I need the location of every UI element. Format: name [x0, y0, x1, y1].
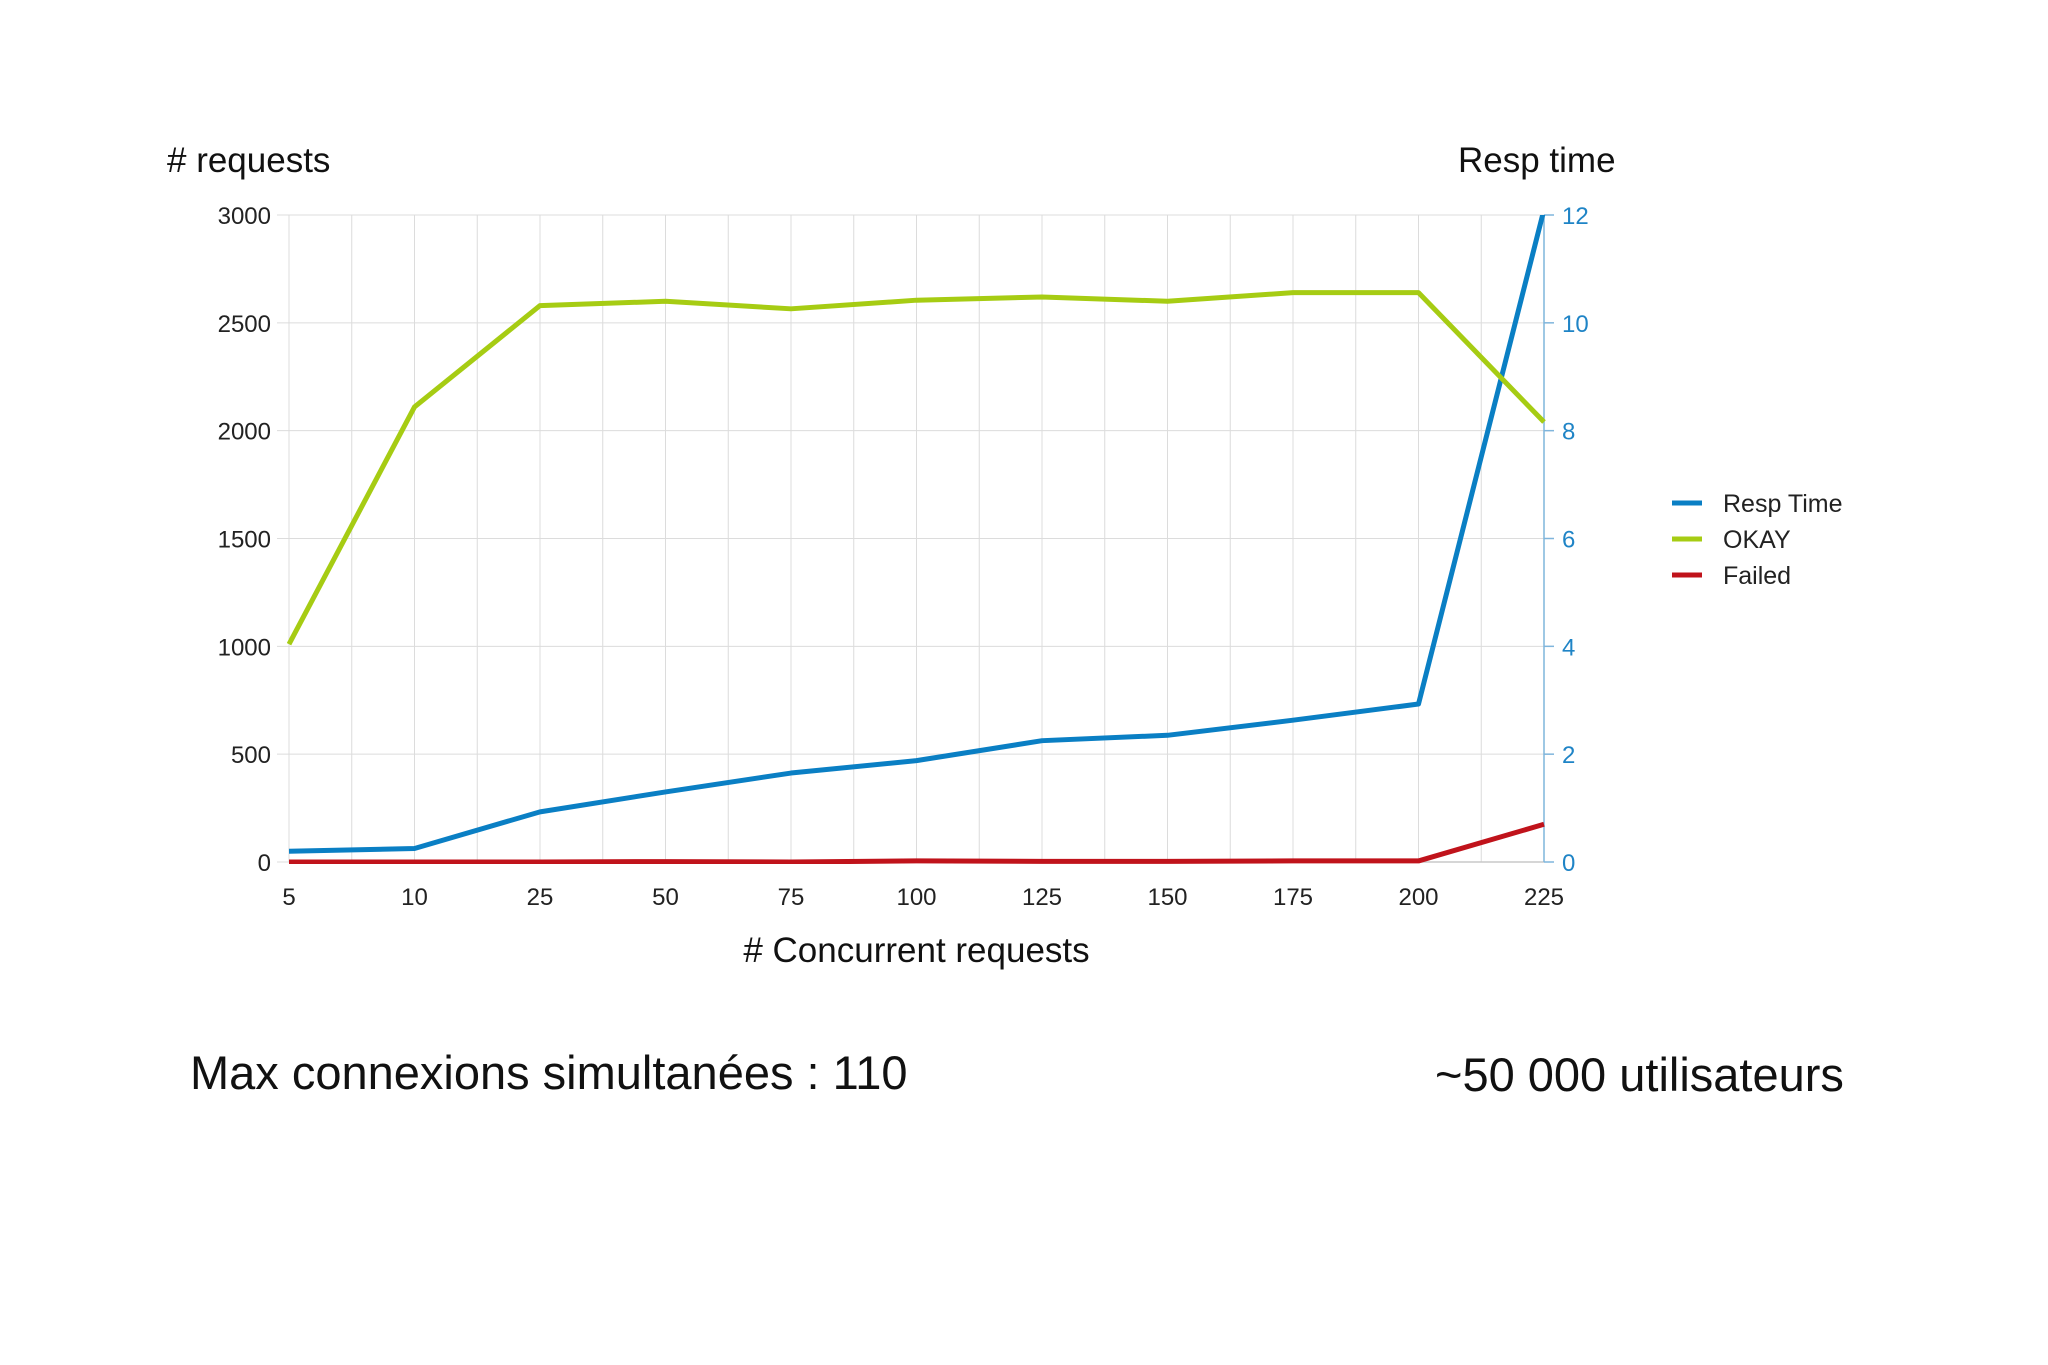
y-axis-right-tick-label: 12 [1562, 203, 1589, 230]
data-point-failed [538, 860, 543, 865]
data-point-resp-time [663, 789, 668, 794]
data-point-okay [1542, 420, 1547, 425]
x-axis-tick-label: 100 [896, 884, 936, 911]
data-point-failed [1416, 858, 1421, 863]
data-point-failed [663, 859, 668, 864]
y-axis-left-tick-label: 500 [231, 742, 271, 769]
data-point-failed [287, 860, 292, 865]
data-point-okay [287, 642, 292, 647]
y-axis-right-tick-label: 8 [1562, 419, 1575, 446]
x-axis-tick-label: 175 [1273, 884, 1313, 911]
y-axis-right-tick-label: 2 [1562, 742, 1575, 769]
data-point-failed [789, 860, 794, 865]
data-point-resp-time [412, 846, 417, 851]
x-axis-tick-label: 5 [282, 884, 295, 911]
x-axis-tick-label: 50 [652, 884, 679, 911]
y-axis-right-tick-label: 10 [1562, 311, 1589, 338]
data-point-failed [1291, 858, 1296, 863]
y-axis-left-tick-label: 3000 [218, 203, 271, 230]
data-point-failed [412, 860, 417, 865]
x-axis-tick-label: 10 [401, 884, 428, 911]
series-line-okay [287, 290, 1546, 646]
data-point-resp-time [287, 849, 292, 854]
series-lines [287, 207, 1547, 865]
legend-label: Resp Time [1723, 490, 1842, 518]
data-point-resp-time [789, 771, 794, 776]
y-axis-left-title: # requests [167, 141, 330, 180]
x-axis-tick-label: 200 [1398, 884, 1438, 911]
x-axis-tick-label: 125 [1022, 884, 1062, 911]
y-axis-right-tick-label: 6 [1562, 527, 1575, 554]
y-axis-left-tick-label: 0 [258, 850, 271, 877]
legend: Resp Time OKAY Failed [1672, 490, 1842, 590]
caption-users: ~50 000 utilisateurs [1435, 1048, 1844, 1101]
data-point-resp-time [538, 809, 543, 814]
series-line-resp-time [288, 215, 1546, 854]
data-point-failed [1542, 822, 1547, 827]
data-point-okay [1165, 299, 1170, 304]
data-point-okay [538, 303, 543, 308]
data-point-failed [914, 858, 919, 863]
data-point-resp-time [914, 758, 919, 763]
data-point-failed [1040, 859, 1045, 864]
x-axis-tick-label: 150 [1147, 884, 1187, 911]
data-point-okay [789, 306, 794, 311]
data-point-okay [412, 404, 417, 409]
data-point-resp-time [1165, 733, 1170, 738]
y-axis-left-tick-label: 1000 [218, 634, 271, 661]
y-axis-left-tick-label: 2500 [218, 311, 271, 338]
data-point-failed [1165, 859, 1170, 864]
x-axis-tick-label: 225 [1524, 884, 1564, 911]
y-axis-right-tick-label: 0 [1562, 850, 1575, 877]
data-point-resp-time [1040, 738, 1045, 743]
data-point-okay [663, 299, 668, 304]
x-axis-tick-label: 75 [778, 884, 805, 911]
horizontal-gridlines [277, 214, 1544, 863]
caption-max-connections: Max connexions simultanées : 110 [190, 1046, 908, 1099]
data-point-okay [1040, 294, 1045, 299]
data-point-okay [914, 298, 919, 303]
data-point-okay [1291, 290, 1296, 295]
data-point-okay [1416, 290, 1421, 295]
data-point-resp-time [1291, 718, 1296, 723]
legend-label: Failed [1723, 562, 1791, 590]
series-line-failed [289, 821, 1545, 864]
legend-label: OKAY [1723, 526, 1791, 554]
x-axis-title: # Concurrent requests [743, 931, 1089, 970]
y-axis-left-tick-label: 2000 [218, 419, 271, 446]
y-axis-right-tick-label: 4 [1562, 634, 1575, 661]
x-axis-tick-label: 25 [527, 884, 554, 911]
data-point-resp-time [1542, 207, 1547, 212]
y-axis-right-title: Resp time [1458, 141, 1616, 180]
data-point-resp-time [1416, 702, 1421, 707]
y-axis-left-tick-label: 1500 [218, 527, 271, 554]
